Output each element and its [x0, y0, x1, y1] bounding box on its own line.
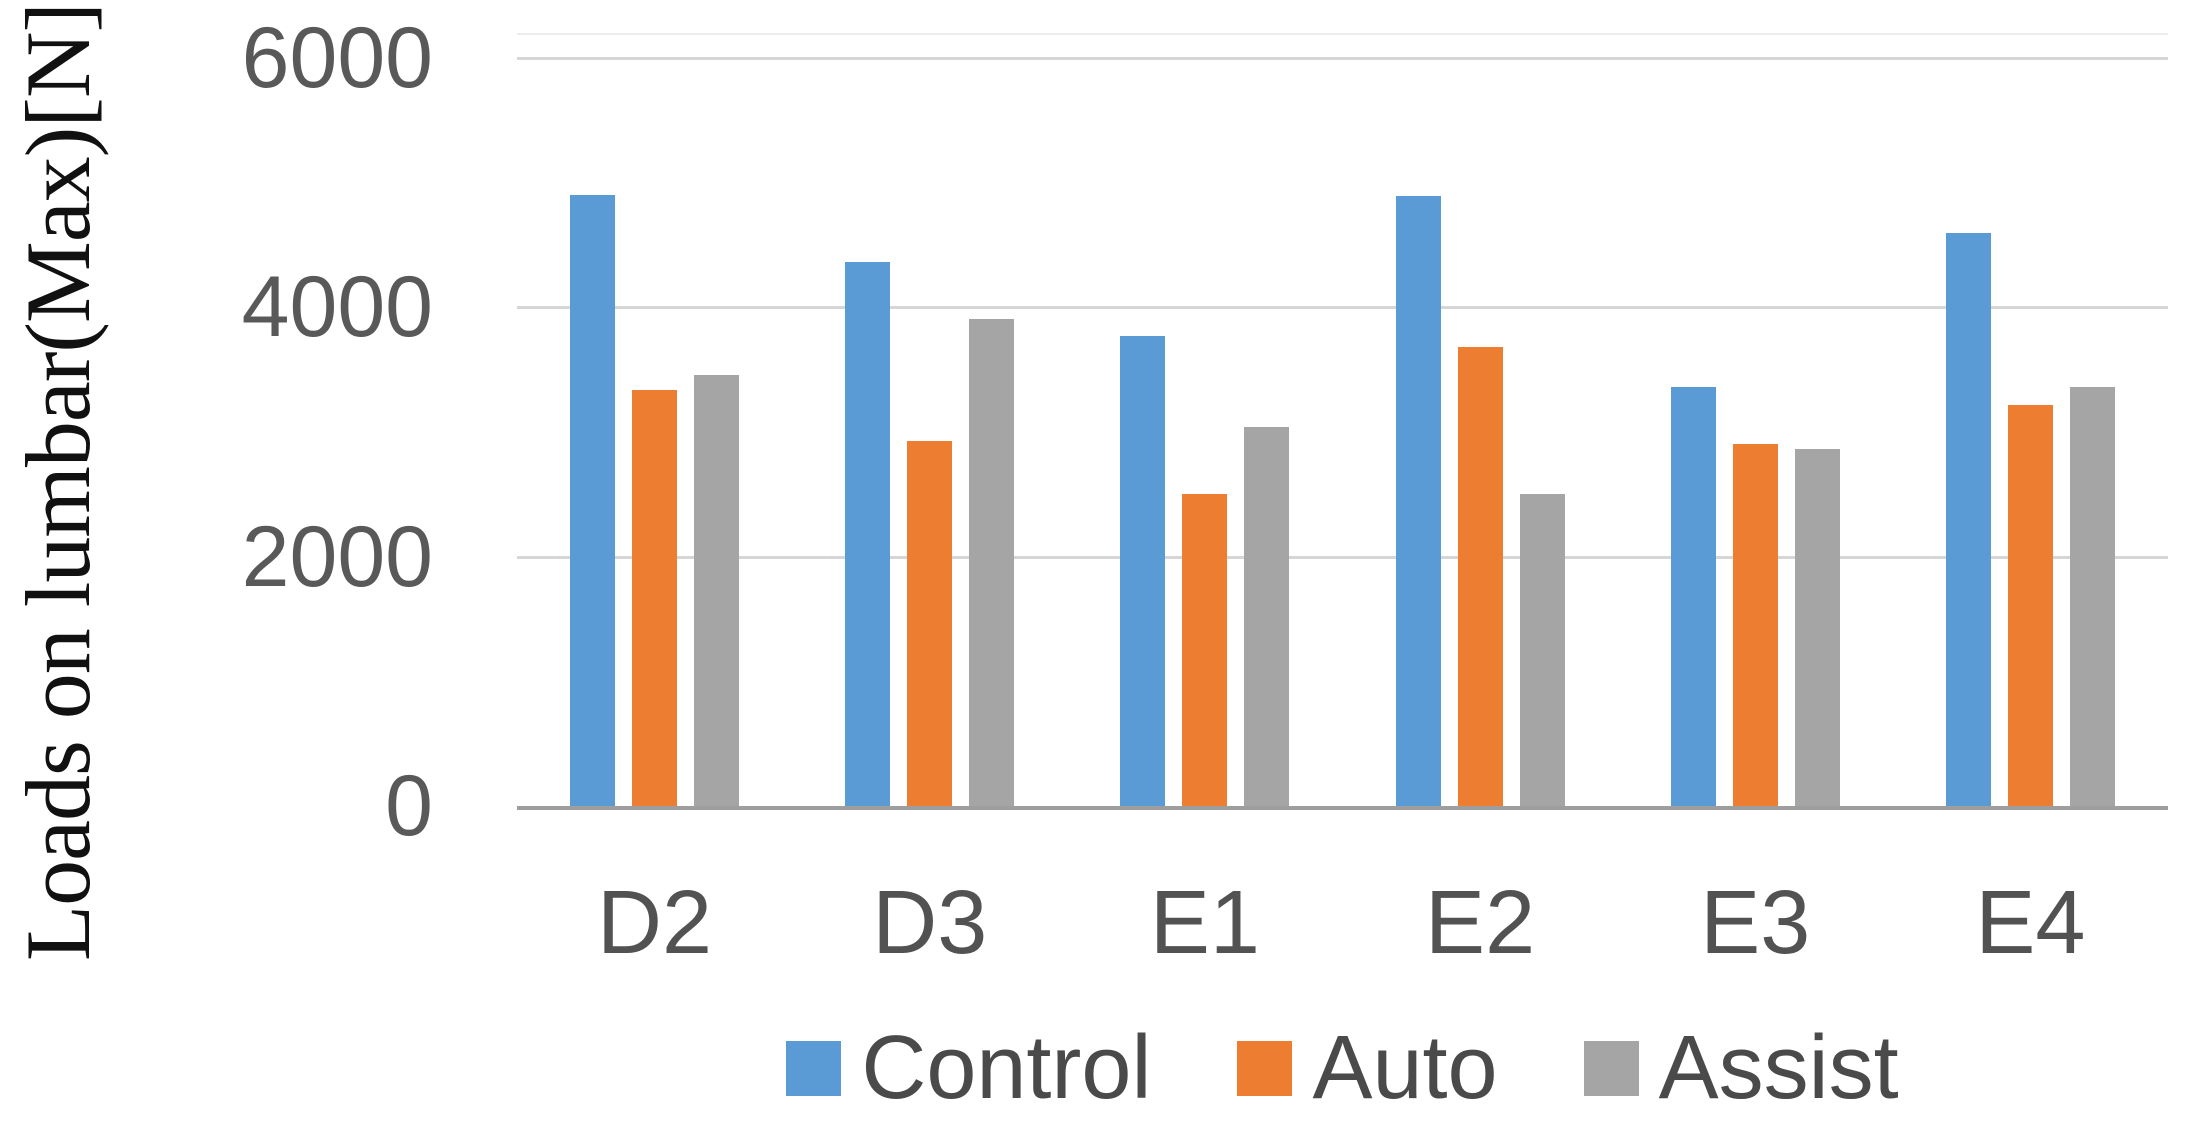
bar-auto-d2 [632, 389, 678, 806]
legend-label-auto: Auto [1312, 1018, 1498, 1118]
x-category-label-e1: E1 [1149, 873, 1260, 973]
gridline-2000 [517, 555, 2168, 559]
legend-swatch-assist [1583, 1040, 1639, 1096]
bar-auto-d3 [907, 440, 953, 806]
x-category-label-e2: E2 [1425, 873, 1536, 973]
x-category-label-d3: D3 [872, 873, 988, 973]
legend: Control Auto Assist [517, 1012, 2168, 1124]
y-tick-label-6000: 6000 [241, 10, 433, 106]
gridline-4000 [517, 306, 2168, 310]
bar-assist-d2 [694, 374, 740, 806]
plot-top-edge [517, 33, 2168, 35]
plot-area [517, 33, 2168, 810]
legend-label-assist: Assist [1658, 1018, 1899, 1118]
bar-auto-e1 [1182, 494, 1228, 806]
bar-assist-e1 [1244, 427, 1290, 806]
bar-group-e1 [1067, 58, 1342, 806]
legend-item-auto: Auto [1237, 1018, 1498, 1118]
legend-swatch-auto [1237, 1040, 1293, 1096]
bar-auto-e2 [1457, 347, 1503, 806]
bar-group-d2 [517, 58, 792, 806]
y-tick-label-2000: 2000 [241, 508, 433, 605]
bar-auto-e4 [2007, 404, 2053, 806]
bar-assist-d3 [969, 318, 1015, 806]
y-tick-label-4000: 4000 [241, 259, 433, 356]
bar-control-e2 [1395, 196, 1441, 806]
bar-group-e3 [1618, 58, 1893, 806]
bar-group-e4 [1893, 58, 2168, 806]
gridline-6000 [517, 57, 2168, 60]
bar-assist-e4 [2069, 387, 2115, 806]
bar-group-e2 [1343, 58, 1618, 806]
x-category-label-e3: E3 [1700, 873, 1811, 973]
bar-control-d2 [570, 195, 616, 806]
x-axis-category-labels: D2 D3 E1 E2 E3 E4 [517, 860, 2168, 986]
bar-control-e4 [1945, 232, 1991, 806]
bar-group-d3 [792, 58, 1067, 806]
x-category-label-d2: D2 [597, 873, 713, 973]
y-tick-label-0: 0 [385, 758, 433, 854]
y-axis-tick-labels: 0 2000 4000 6000 [0, 15, 433, 849]
legend-item-assist: Assist [1583, 1018, 1899, 1118]
bar-auto-e3 [1732, 444, 1778, 806]
bar-control-d3 [845, 262, 891, 806]
bar-groups [517, 58, 2168, 806]
bar-assist-e2 [1519, 494, 1565, 806]
legend-item-control: Control [786, 1023, 1151, 1113]
x-category-label-e4: E4 [1975, 873, 2086, 973]
bar-control-e1 [1120, 336, 1166, 806]
bar-control-e3 [1670, 387, 1716, 806]
bar-assist-e3 [1794, 449, 1840, 806]
legend-label-control: Control [861, 1018, 1152, 1118]
legend-swatch-control [786, 1040, 842, 1096]
